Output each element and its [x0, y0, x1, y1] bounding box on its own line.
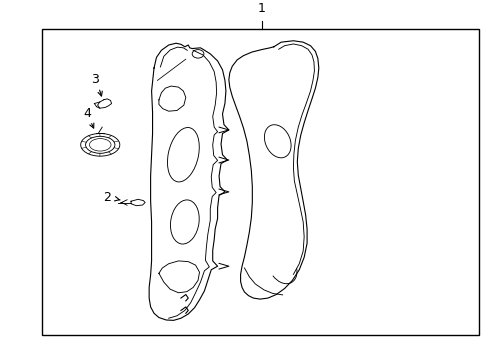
Bar: [41, 29, 478, 335]
Text: 2: 2: [103, 191, 111, 204]
Text: 1: 1: [257, 2, 265, 15]
Text: 3: 3: [91, 73, 99, 86]
Text: 4: 4: [83, 107, 91, 120]
